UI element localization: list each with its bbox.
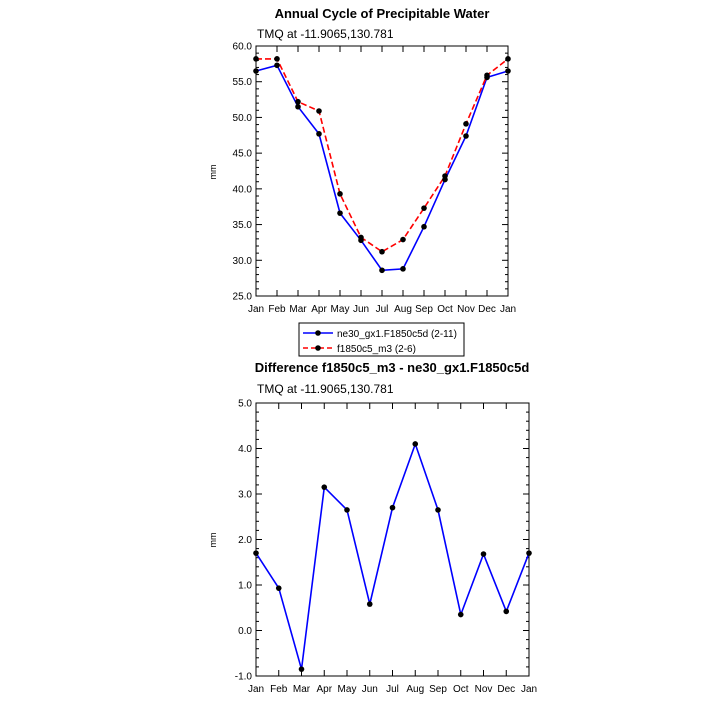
chart1-legend: ne30_gx1.F1850c5d (2-11) f1850c5_m3 (2-6… <box>298 322 465 357</box>
chart1-series-1-point <box>463 133 469 139</box>
chart2-ytick-label: 4.0 <box>238 444 252 455</box>
chart2-xtick-label: Sep <box>429 684 447 695</box>
chart1-xtick-label: May <box>331 304 350 315</box>
chart1-ytick-label: 60.0 <box>233 42 253 53</box>
chart1-ytick-label: 30.0 <box>233 256 253 267</box>
chart2-xtick-label: Dec <box>497 684 515 695</box>
chart1-series-2-point <box>358 234 364 241</box>
chart2-ytick-label: -1.0 <box>235 672 253 683</box>
chart2-xtick-label: May <box>338 684 357 695</box>
chart2-ylabel: mm <box>208 533 218 548</box>
chart1-series-2-point <box>400 236 406 243</box>
chart1-xtick-label: Mar <box>289 304 307 315</box>
chart1-ylabel: mm <box>208 165 218 180</box>
chart2-series-1-point <box>275 585 282 591</box>
chart1-series-2-line <box>256 58 509 253</box>
chart1-series-1-point <box>379 267 385 274</box>
chart2-series-1-point <box>457 611 464 618</box>
chart1-xtick-label: Jun <box>353 304 369 315</box>
chart2-xtick-label: Jun <box>362 684 378 695</box>
chart1-plot-frame <box>255 45 509 297</box>
chart2-subtitle: TMQ at -11.9065,130.781 <box>257 382 394 396</box>
chart1-series-1-point <box>295 103 301 110</box>
chart1-subtitle: TMQ at -11.9065,130.781 <box>257 27 394 41</box>
chart2-series-1-point <box>480 551 487 557</box>
legend-marker-series-2 <box>315 345 321 351</box>
chart2-series-1-line <box>255 441 530 670</box>
chart2-xtick-label: Jul <box>386 684 399 695</box>
chart2-ytick-label: 1.0 <box>238 581 252 592</box>
chart2-plot-frame <box>255 402 530 677</box>
chart1-series-2-point <box>421 205 427 211</box>
chart1-series-1-point <box>505 68 511 74</box>
chart1-xtick-label: Apr <box>311 304 327 315</box>
chart2-series-1-point <box>344 507 350 513</box>
chart1-series-2-point <box>379 248 385 255</box>
legend-marker-series-1 <box>315 330 321 336</box>
chart2-title: Difference f1850c5_m3 - ne30_gx1.F1850c5… <box>255 360 530 375</box>
chart1-ytick-label: 50.0 <box>233 113 253 124</box>
chart1-series-2-point <box>253 56 259 62</box>
chart1-series-1-point <box>337 210 343 216</box>
chart2-series-1-point <box>435 507 441 513</box>
chart1-series-2-point <box>295 98 301 105</box>
chart1-xtick-label: Sep <box>415 304 433 315</box>
chart2-xtick-label: Oct <box>453 684 469 695</box>
chart1-series-1-line <box>255 64 509 272</box>
chart1-xtick-label: Oct <box>437 304 453 315</box>
chart2-series-1-point <box>389 504 396 511</box>
chart2-series-1-point <box>366 601 373 607</box>
chart2-xtick-label: Aug <box>406 684 424 695</box>
chart2-ytick-label: 5.0 <box>238 399 252 410</box>
chart1-xtick-label: Jan <box>500 304 516 315</box>
chart2-series-1-point <box>321 484 328 490</box>
chart2-xtick-label: Jan <box>521 684 537 695</box>
chart2-xtick-label: Jan <box>248 684 264 695</box>
chart1-ytick-label: 40.0 <box>233 184 253 195</box>
chart2-xtick-label: Mar <box>293 684 311 695</box>
chart2-ytick-label: 3.0 <box>238 490 252 501</box>
legend-label-series-2: f1850c5_m3 (2-6) <box>337 344 416 355</box>
legend-box <box>298 322 465 357</box>
chart2-series-1-point <box>503 608 510 615</box>
chart1-xtick-label: Feb <box>268 304 286 315</box>
chart1-xtick-label: Jul <box>376 304 389 315</box>
chart2-xtick-label: Nov <box>475 684 493 695</box>
chart2-ytick-label: 2.0 <box>238 535 252 546</box>
chart1-series-1-point <box>316 131 322 137</box>
chart2-xtick-label: Apr <box>316 684 332 695</box>
chart1-series-2-point <box>484 72 490 79</box>
chart1-xtick-label: Nov <box>457 304 475 315</box>
chart1-series-2-point <box>337 191 343 197</box>
chart2-series-1-point <box>412 441 419 447</box>
chart1-series-2-point <box>463 121 469 127</box>
chart1-series-1-point <box>421 223 427 230</box>
legend-label-series-1: ne30_gx1.F1850c5d (2-11) <box>337 329 457 340</box>
chart1-ytick-label: 35.0 <box>233 220 253 231</box>
chart2-series-1-point <box>526 550 532 556</box>
chart2-series-1-point <box>253 550 259 556</box>
chart1-ytick-label: 55.0 <box>233 77 253 88</box>
chart1-series-2-point <box>505 56 511 62</box>
chart1-xtick-label: Jan <box>248 304 264 315</box>
chart1-xtick-label: Aug <box>394 304 412 315</box>
chart1-series-2-point <box>316 108 322 114</box>
chart1-title: Annual Cycle of Precipitable Water <box>275 6 490 21</box>
chart1-series-1-point <box>253 68 259 74</box>
chart1-series-1-point <box>400 266 406 272</box>
chart1-series-1-point <box>274 62 280 69</box>
chart1-ytick-label: 45.0 <box>233 149 253 160</box>
chart2-ytick-label: 0.0 <box>238 626 252 637</box>
chart1-series-2-point <box>442 173 448 179</box>
chart2-series-1-point <box>298 666 305 672</box>
chart1-series-2-point <box>274 56 280 62</box>
chart2-xtick-label: Feb <box>270 684 288 695</box>
chart1-xtick-label: Dec <box>478 304 496 315</box>
chart1-ytick-label: 25.0 <box>233 292 253 303</box>
